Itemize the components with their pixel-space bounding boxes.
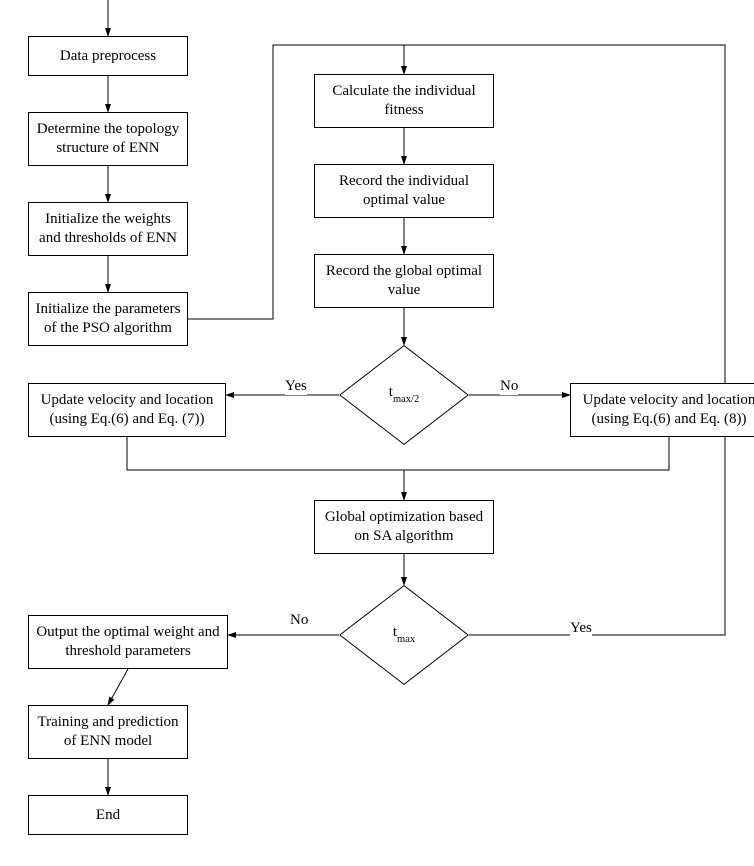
node-n8: Record the global optimal value [314,254,494,308]
node-n3: Determine the topology structure of ENN [28,112,188,166]
node-n9: Global optimization based on SA algorith… [314,500,494,554]
node-n12: End [28,795,188,835]
flowchart-canvas: Input dataData preprocessDetermine the t… [0,0,754,866]
edge-label-yes2: Yes [570,620,592,637]
node-n6: Calculate the individual fitness [314,74,494,128]
node-d2: tmax [339,585,469,685]
node-n7: Record the individual optimal value [314,164,494,218]
edge-label-yes1: Yes [285,378,307,395]
edge-label-no1: No [500,378,518,395]
node-d1: tmax/2 [339,345,469,445]
edge-label-no2: No [290,612,308,629]
node-n2: Data preprocess [28,36,188,76]
node-n5: Initialize the parameters of the PSO alg… [28,292,188,346]
node-nL: Update velocity and location (using Eq.(… [28,383,226,437]
node-n4: Initialize the weights and thresholds of… [28,202,188,256]
node-n10: Output the optimal weight and threshold … [28,615,228,669]
node-n11: Training and prediction of ENN model [28,705,188,759]
node-nR: Update velocity and location (using Eq.(… [570,383,754,437]
